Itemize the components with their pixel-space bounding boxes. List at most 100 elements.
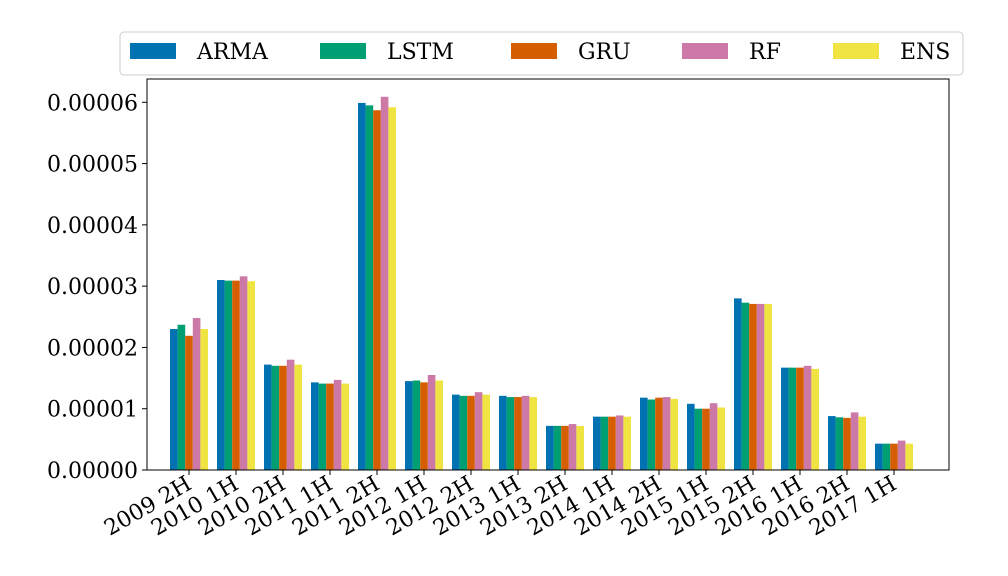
legend-label-rf: RF bbox=[749, 40, 781, 65]
legend-swatch-lstm bbox=[320, 43, 366, 59]
bar-lstm-6 bbox=[459, 395, 468, 470]
bar-rf-0 bbox=[192, 318, 201, 470]
bar-rf-15 bbox=[897, 440, 906, 470]
bar-gru-3 bbox=[326, 383, 334, 470]
bar-rf-11 bbox=[709, 403, 718, 470]
bar-arma-15 bbox=[875, 443, 883, 470]
bar-arma-12 bbox=[734, 298, 742, 470]
bars-group bbox=[170, 96, 913, 471]
bar-lstm-0 bbox=[177, 324, 186, 470]
bar-lstm-2 bbox=[271, 365, 280, 470]
bar-lstm-9 bbox=[600, 416, 609, 470]
bar-rf-6 bbox=[474, 392, 483, 470]
bar-ens-8 bbox=[576, 425, 584, 470]
bar-gru-11 bbox=[702, 408, 710, 470]
bar-ens-11 bbox=[717, 407, 725, 470]
bar-arma-8 bbox=[546, 425, 554, 470]
bar-lstm-5 bbox=[412, 380, 421, 470]
bar-rf-2 bbox=[286, 359, 295, 470]
bar-ens-5 bbox=[435, 380, 443, 470]
bar-ens-1 bbox=[247, 281, 255, 470]
bar-lstm-3 bbox=[318, 383, 327, 470]
bar-arma-10 bbox=[640, 397, 648, 470]
bar-ens-13 bbox=[811, 368, 819, 470]
bar-arma-9 bbox=[593, 416, 601, 470]
bar-ens-2 bbox=[294, 364, 302, 470]
y-tick-label: 0.00006 bbox=[47, 91, 138, 116]
y-tick-label: 0.00005 bbox=[47, 153, 138, 178]
bar-ens-4 bbox=[388, 107, 396, 470]
bar-rf-8 bbox=[568, 424, 577, 470]
bar-lstm-11 bbox=[694, 408, 703, 470]
bar-rf-5 bbox=[427, 375, 436, 470]
bar-arma-4 bbox=[358, 102, 366, 471]
bar-lstm-12 bbox=[741, 302, 750, 470]
bar-arma-13 bbox=[781, 367, 789, 470]
bar-gru-0 bbox=[185, 335, 193, 470]
bar-gru-8 bbox=[561, 425, 569, 470]
bar-rf-1 bbox=[239, 276, 248, 470]
bar-arma-6 bbox=[452, 394, 460, 470]
y-tick-label: 0.00002 bbox=[47, 336, 138, 361]
bar-gru-2 bbox=[279, 365, 287, 470]
bar-rf-14 bbox=[850, 412, 859, 470]
plot-frame bbox=[146, 78, 950, 471]
bar-rf-13 bbox=[803, 365, 812, 470]
bar-gru-9 bbox=[608, 416, 616, 470]
bar-lstm-14 bbox=[835, 417, 844, 470]
bar-gru-10 bbox=[655, 397, 663, 470]
legend-label-ens: ENS bbox=[900, 40, 950, 65]
bar-gru-1 bbox=[232, 280, 240, 470]
bar-ens-15 bbox=[905, 443, 913, 470]
bar-ens-7 bbox=[529, 397, 537, 470]
y-tick-label: 0.00004 bbox=[47, 214, 138, 239]
bar-ens-9 bbox=[623, 416, 631, 470]
y-axis: 0.00000 0.00001 0.00002 0.00003 0.00004 0.000… bbox=[47, 91, 147, 484]
bar-arma-7 bbox=[499, 395, 507, 470]
legend-label-arma: ARMA bbox=[196, 40, 269, 65]
bar-ens-12 bbox=[764, 303, 772, 470]
bar-lstm-13 bbox=[788, 367, 797, 470]
bar-gru-15 bbox=[890, 443, 898, 470]
bar-rf-10 bbox=[662, 397, 671, 470]
bar-rf-3 bbox=[333, 379, 342, 470]
bar-ens-0 bbox=[200, 329, 208, 470]
bar-rf-9 bbox=[615, 415, 624, 470]
bar-ens-3 bbox=[341, 383, 349, 470]
legend-swatch-gru bbox=[511, 43, 557, 59]
bar-arma-14 bbox=[828, 416, 836, 470]
legend-label-gru: GRU bbox=[578, 40, 631, 65]
y-tick-label: 0.00000 bbox=[47, 459, 138, 484]
bar-arma-0 bbox=[170, 329, 178, 470]
bar-arma-1 bbox=[217, 280, 225, 470]
bar-gru-7 bbox=[514, 397, 522, 470]
bar-gru-6 bbox=[467, 395, 475, 470]
bar-gru-12 bbox=[749, 303, 757, 470]
bar-gru-13 bbox=[796, 367, 804, 470]
bar-rf-7 bbox=[521, 395, 530, 470]
bar-lstm-7 bbox=[506, 397, 515, 470]
bar-lstm-4 bbox=[365, 105, 374, 470]
bar-gru-5 bbox=[420, 382, 428, 470]
y-tick-label: 0.00003 bbox=[47, 275, 138, 300]
bar-rf-4 bbox=[380, 96, 389, 471]
bar-arma-11 bbox=[687, 403, 695, 470]
bar-lstm-10 bbox=[647, 399, 656, 470]
legend-swatch-arma bbox=[130, 43, 176, 59]
bar-arma-2 bbox=[264, 364, 272, 470]
bar-lstm-8 bbox=[553, 425, 562, 470]
bar-arma-5 bbox=[405, 381, 413, 470]
bar-gru-4 bbox=[373, 110, 381, 470]
legend-label-lstm: LSTM bbox=[387, 40, 454, 65]
y-tick-label: 0.00001 bbox=[47, 398, 138, 423]
bar-ens-10 bbox=[670, 398, 678, 470]
bar-ens-14 bbox=[858, 416, 866, 470]
bar-gru-14 bbox=[843, 417, 851, 470]
legend-swatch-rf bbox=[682, 43, 728, 59]
bar-rf-12 bbox=[756, 303, 765, 470]
bar-ens-6 bbox=[482, 394, 490, 470]
bar-lstm-15 bbox=[882, 443, 891, 470]
